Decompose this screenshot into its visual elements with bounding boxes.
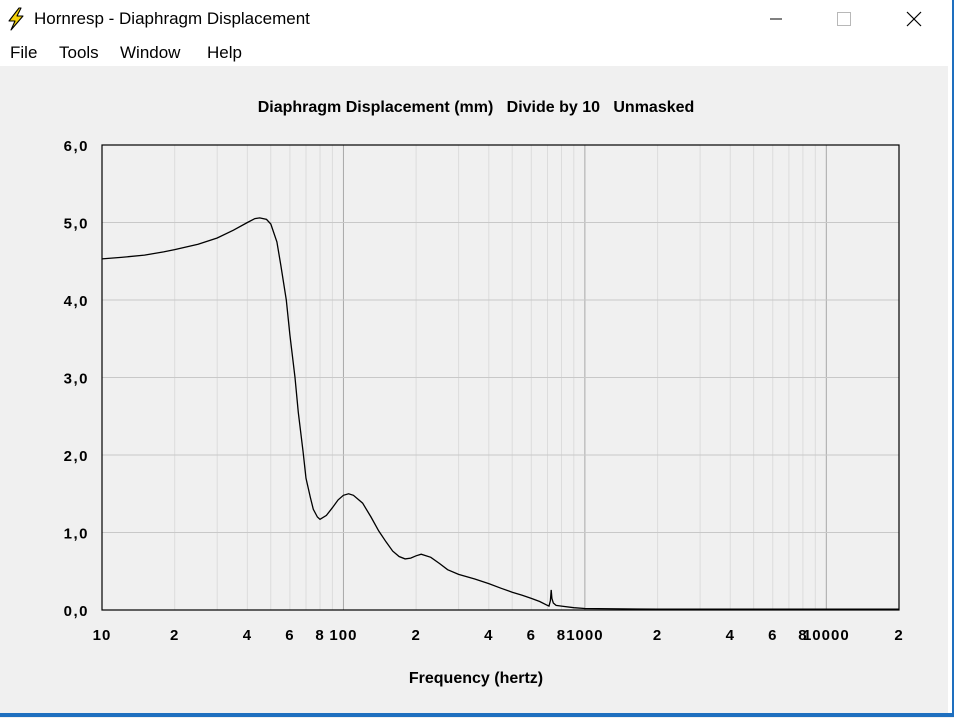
menu-help[interactable]: Help <box>207 43 242 62</box>
x-tick-label: 8 <box>557 627 566 644</box>
close-icon <box>906 11 922 27</box>
maximize-button[interactable] <box>821 0 867 38</box>
grid-lines <box>102 145 899 610</box>
x-tick-label: 6 <box>527 627 536 644</box>
minimize-button[interactable] <box>753 0 799 38</box>
x-axis-label: Frequency (hertz) <box>409 670 543 687</box>
chart-title: Diaphragm Displacement (mm) Divide by 10… <box>258 99 695 116</box>
x-tick-label: 2 <box>170 627 179 644</box>
menu-file[interactable]: File <box>10 43 38 62</box>
maximize-icon <box>837 12 851 26</box>
chart-area: Diaphragm Displacement (mm) Divide by 10… <box>0 66 948 713</box>
displacement-chart: Diaphragm Displacement (mm) Divide by 10… <box>64 99 903 687</box>
y-tick-label: 0,0 <box>64 603 89 620</box>
x-tick-label: 100 <box>329 627 357 644</box>
lightning-bolt-icon <box>8 7 24 31</box>
x-tick-label: 6 <box>285 627 294 644</box>
x-tick-label: 8 <box>798 627 807 644</box>
x-tick-label: 2 <box>411 627 420 644</box>
x-tick-label: 2 <box>653 627 662 644</box>
window-title: Hornresp - Diaphragm Displacement <box>34 9 310 28</box>
close-button[interactable] <box>891 0 937 38</box>
y-tick-label: 4,0 <box>64 293 89 310</box>
y-tick-label: 3,0 <box>64 371 89 388</box>
x-tick-label: 4 <box>484 627 493 644</box>
x-tick-label: 8 <box>315 627 324 644</box>
title-bar: Hornresp - Diaphragm Displacement <box>0 0 948 38</box>
x-tick-label: 10 <box>93 627 112 644</box>
menu-tools[interactable]: Tools <box>59 43 99 62</box>
plot-frame <box>101 144 900 611</box>
y-tick-label: 6,0 <box>64 138 89 155</box>
y-tick-label: 1,0 <box>64 526 89 543</box>
window-edge <box>948 0 954 717</box>
x-tick-label: 1000 <box>566 627 603 644</box>
y-tick-labels: 0,0 1,0 2,0 3,0 4,0 5,0 6,0 <box>64 138 89 620</box>
menu-bar: File Tools Window Help <box>0 38 948 66</box>
y-tick-label: 5,0 <box>64 216 89 233</box>
displacement-curve <box>101 217 899 610</box>
y-tick-label: 2,0 <box>64 448 89 465</box>
minimize-icon <box>770 18 782 20</box>
x-tick-label: 6 <box>768 627 777 644</box>
x-tick-label: 4 <box>726 627 735 644</box>
menu-window[interactable]: Window <box>120 43 181 62</box>
x-tick-label: 4 <box>243 627 252 644</box>
x-tick-label: 10000 <box>803 627 850 644</box>
window-border <box>952 0 954 717</box>
taskbar-edge <box>0 713 954 717</box>
x-tick-label: 2 <box>894 627 903 644</box>
